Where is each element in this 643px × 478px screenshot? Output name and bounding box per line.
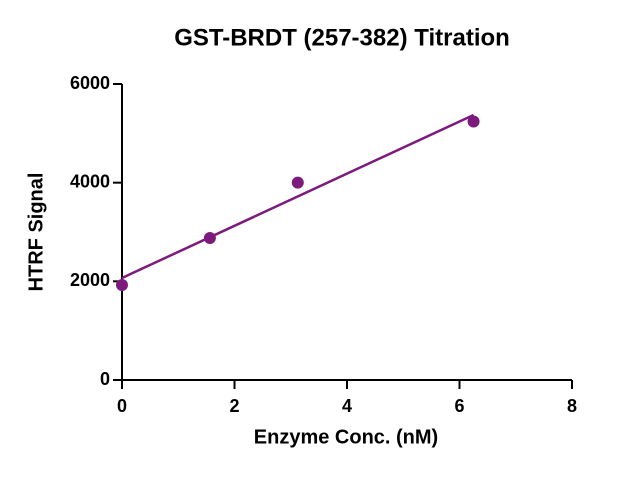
data-point bbox=[203, 232, 216, 245]
fit-line bbox=[121, 113, 475, 280]
x-tick-label: 0 bbox=[117, 396, 127, 416]
x-tick-label: 2 bbox=[229, 396, 239, 416]
data-point bbox=[116, 278, 128, 291]
chart-title: GST-BRDT (257-382) Titration bbox=[174, 24, 510, 51]
x-tick-label: 8 bbox=[567, 396, 577, 416]
y-tick-label: 0 bbox=[100, 369, 110, 389]
y-tick-label: 6000 bbox=[70, 73, 110, 93]
x-axis-label: Enzyme Conc. (nM) bbox=[254, 426, 438, 448]
y-axis-label: HTRF Signal bbox=[25, 173, 47, 292]
x-tick-label: 4 bbox=[342, 396, 352, 416]
y-tick-label: 2000 bbox=[70, 270, 110, 290]
y-tick-label: 4000 bbox=[70, 171, 110, 191]
x-tick-label: 6 bbox=[454, 396, 464, 416]
data-point bbox=[291, 176, 304, 189]
data-point bbox=[467, 115, 480, 128]
